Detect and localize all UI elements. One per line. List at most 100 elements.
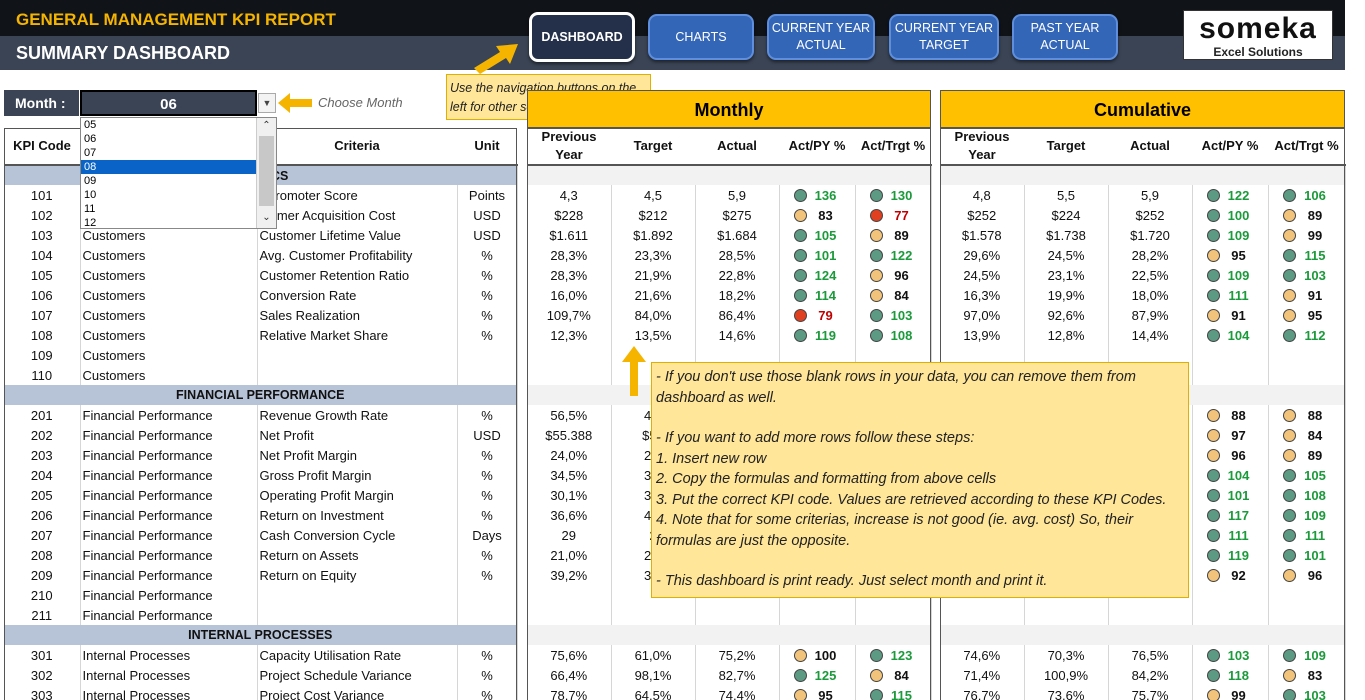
criteria-cell: Return on Investment xyxy=(257,505,458,525)
cumulative-row: 13,9% 12,8% 14,4% 104 112 xyxy=(940,325,1346,345)
chevron-up-icon[interactable]: ⌃ xyxy=(262,120,271,131)
category-cell: Customers xyxy=(80,345,258,365)
category-cell: Customers xyxy=(80,365,258,385)
status-dot-icon xyxy=(1283,429,1296,443)
cumulative-cell: 108 xyxy=(1268,485,1346,505)
monthly-cell: 4,3 xyxy=(527,185,612,205)
monthly-cell: 95 xyxy=(779,685,856,700)
monthly-cell: 114 xyxy=(779,285,856,305)
status-dot-icon xyxy=(1283,549,1296,563)
status-dot-icon xyxy=(1206,549,1220,563)
month-option-highlighted[interactable]: 08 xyxy=(81,160,257,174)
monthly-cell: 34,5% xyxy=(527,465,612,485)
percent-value: 89 xyxy=(894,228,909,244)
monthly-row: 66,4% 98,1% 82,7% 125 84 xyxy=(527,665,932,685)
month-option[interactable]: 07 xyxy=(84,147,97,159)
cumulative-cell: 95 xyxy=(1192,245,1269,265)
monthly-cell: 64,5% xyxy=(611,685,696,700)
category-cell: Financial Performance xyxy=(80,445,258,465)
nav-charts-button[interactable]: CHARTS xyxy=(648,14,754,60)
status-dot-icon xyxy=(869,249,883,263)
nav-current-year-actual-button[interactable]: CURRENT YEAR ACTUAL xyxy=(767,14,875,60)
status-dot-icon xyxy=(1206,329,1220,343)
percent-value: 109 xyxy=(1227,228,1250,244)
status-dot-icon xyxy=(1206,449,1220,463)
cumulative-cell xyxy=(940,345,1025,365)
table-row: 209 Financial Performance Return on Equity… xyxy=(4,565,518,585)
month-dropdown-button[interactable]: ▼ xyxy=(258,93,276,113)
nav-dashboard-button[interactable]: DASHBOARD xyxy=(529,12,635,62)
criteria-cell xyxy=(257,585,458,605)
header-kpi-code: KPI Code xyxy=(4,128,80,166)
month-dropdown-list[interactable]: 05 06 07 08 09 10 11 12 ⌃ ⌄ xyxy=(80,117,277,229)
kpi-code-cell: 303 xyxy=(4,685,81,700)
nav-past-year-actual-button[interactable]: PAST YEAR ACTUAL xyxy=(1012,14,1118,60)
monthly-row: 28,3% 21,9% 22,8% 124 96 xyxy=(527,265,932,285)
percent-value: 89 xyxy=(1307,208,1323,224)
kpi-code-cell: 105 xyxy=(4,265,81,285)
unit-cell: Days xyxy=(457,525,518,545)
category-cell: Financial Performance xyxy=(80,405,258,425)
dropdown-scrollbar[interactable]: ⌃ ⌄ xyxy=(256,118,276,228)
someka-logo: someka Excel Solutions xyxy=(1183,10,1333,60)
percent-value: 105 xyxy=(1304,468,1326,484)
kpi-code-cell: 201 xyxy=(4,405,81,425)
cumulative-row: 71,4% 100,9% 84,2% 118 83 xyxy=(940,665,1346,685)
monthly-cell: $1.611 xyxy=(527,225,612,245)
cumulative-cell: 109 xyxy=(1192,265,1269,285)
percent-value: 119 xyxy=(815,328,836,344)
criteria-cell: Return on Assets xyxy=(257,545,458,565)
criteria-cell: Relative Market Share xyxy=(257,325,458,345)
percent-value: 95 xyxy=(1231,248,1246,264)
cumulative-cell: 75,7% xyxy=(1108,685,1193,700)
percent-value: 123 xyxy=(890,648,913,664)
table-row: 207 Financial Performance Cash Conversion … xyxy=(4,525,518,545)
cumulative-cell: 87,9% xyxy=(1108,305,1193,325)
cumulative-cell: 122 xyxy=(1192,185,1269,205)
month-select[interactable]: 06 xyxy=(80,90,257,116)
percent-value: 125 xyxy=(814,668,837,684)
category-cell: Financial Performance xyxy=(80,525,258,545)
cumulative-cell xyxy=(940,605,1025,625)
month-option[interactable]: 09 xyxy=(84,175,97,187)
kpi-code-cell: 102 xyxy=(4,205,81,225)
scrollbar-thumb[interactable] xyxy=(259,136,274,206)
status-dot-icon xyxy=(793,269,807,283)
month-option[interactable]: 11 xyxy=(84,203,96,215)
percent-value: 115 xyxy=(1304,248,1326,264)
percent-value: 84 xyxy=(1307,428,1323,444)
category-cell: Financial Performance xyxy=(80,605,258,625)
unit-cell: USD xyxy=(457,225,518,245)
monthly-row: $228 $212 $275 83 77 xyxy=(527,205,932,225)
monthly-cell: 21,0% xyxy=(527,545,612,565)
group-spacer xyxy=(940,625,1346,645)
status-dot-icon xyxy=(1283,529,1296,543)
percent-value: 95 xyxy=(818,688,833,700)
status-dot-icon xyxy=(869,689,883,700)
status-dot-icon xyxy=(1283,669,1296,683)
percent-value: 108 xyxy=(1304,488,1326,504)
percent-value: 103 xyxy=(1304,688,1326,700)
table-row: 201 Financial Performance Revenue Growth R… xyxy=(4,405,518,425)
percent-value: 111 xyxy=(1228,288,1249,304)
criteria-cell: Net Profit xyxy=(257,425,458,445)
month-option[interactable]: 12 xyxy=(84,217,97,229)
cumulative-cell: 96 xyxy=(1192,445,1269,465)
kpi-table: KPI Code Criteria Unit METRICS101t Promo… xyxy=(4,128,518,700)
monthly-cell: 108 xyxy=(855,325,932,345)
cumulative-cell: 12,8% xyxy=(1024,325,1109,345)
table-row: 210 Financial Performance xyxy=(4,585,518,605)
month-option[interactable]: 05 xyxy=(84,119,97,131)
month-option[interactable]: 10 xyxy=(84,189,97,201)
percent-value: 95 xyxy=(1307,308,1323,324)
cumulative-row: 29,6% 24,5% 28,2% 95 115 xyxy=(940,245,1346,265)
cumulative-cell xyxy=(1024,345,1109,365)
kpi-code-cell: 110 xyxy=(4,365,81,385)
chevron-down-icon[interactable]: ⌄ xyxy=(262,212,271,223)
monthly-row: 12,3% 13,5% 14,6% 119 108 xyxy=(527,325,932,345)
monthly-cell xyxy=(695,345,780,365)
percent-value: 79 xyxy=(818,308,833,324)
cumulative-cell: 5,9 xyxy=(1108,185,1193,205)
month-option[interactable]: 06 xyxy=(84,133,97,145)
nav-current-year-target-button[interactable]: CURRENT YEAR TARGET xyxy=(889,14,999,60)
